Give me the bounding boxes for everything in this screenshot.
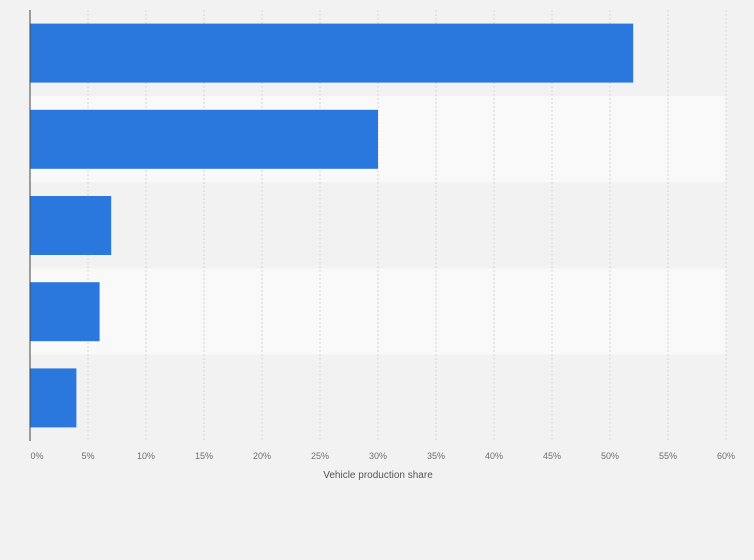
x-tick-label: 5% — [81, 451, 94, 461]
x-tick-label: 60% — [717, 451, 735, 461]
bars — [30, 23, 634, 428]
x-tick-label: 30% — [369, 451, 387, 461]
x-tick-label: 35% — [427, 451, 445, 461]
x-axis-title: Vehicle production share — [323, 470, 433, 481]
x-tick-labels: 0% 5% 10% 15% 20% 25% 30% 35% 40% 45% 50% 55% 60% — [30, 451, 735, 461]
x-tick-label: 50% — [601, 451, 619, 461]
x-tick-label: 55% — [659, 451, 677, 461]
bar — [30, 196, 112, 255]
bar — [30, 109, 378, 169]
x-tick-label: 25% — [311, 451, 329, 461]
x-tick-label: 10% — [137, 451, 155, 461]
bar — [30, 368, 77, 428]
x-tick-label: 45% — [543, 451, 561, 461]
x-tick-label: 0% — [30, 451, 43, 461]
bar — [30, 282, 100, 342]
x-tick-label: 40% — [485, 451, 503, 461]
bar — [30, 23, 634, 83]
x-tick-label: 15% — [195, 451, 213, 461]
x-tick-label: 20% — [253, 451, 271, 461]
